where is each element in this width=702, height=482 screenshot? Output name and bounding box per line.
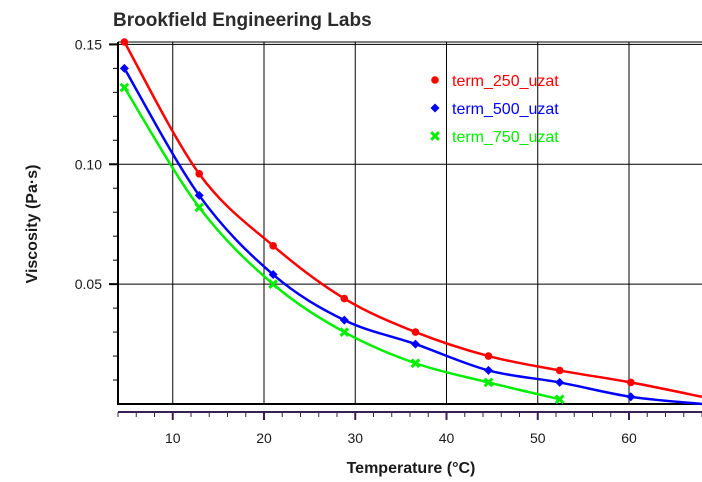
legend-label: term_250_uzat: [452, 73, 559, 90]
data-point: [120, 38, 129, 46]
data-point: [119, 63, 129, 73]
x-axis-label: Temperature (°C): [347, 460, 476, 477]
x-axis: 10 20 30 40 50 60: [117, 412, 702, 446]
grid: [118, 42, 702, 404]
legend-marker: [430, 103, 440, 113]
y-tick-label: 0.05: [75, 276, 102, 292]
data-point: [194, 202, 205, 213]
y-tick-label: 0.15: [75, 36, 102, 52]
data-point: [268, 270, 278, 280]
data-point: [268, 279, 278, 289]
data-point: [340, 294, 349, 303]
series-term_250_uzat: [120, 38, 702, 399]
legend-marker: [430, 131, 440, 141]
data-point: [410, 339, 420, 349]
x-tick-label: 10: [165, 430, 181, 446]
y-axis: 0.05 0.10 0.15: [75, 36, 118, 381]
data-point: [119, 82, 130, 93]
data-point: [339, 327, 350, 337]
legend-label: term_500_uzat: [452, 101, 559, 118]
series-term_750_uzat: [119, 82, 565, 405]
data-point: [483, 365, 493, 375]
data-point: [554, 394, 565, 405]
data-point: [484, 352, 493, 360]
x-tick-label: 20: [256, 430, 272, 446]
data-point: [627, 378, 635, 387]
data-point: [411, 328, 420, 336]
y-tick-label: 0.10: [75, 156, 102, 172]
series-term_500_uzat: [119, 63, 702, 406]
data-point: [339, 315, 349, 325]
legend-marker: [431, 76, 439, 84]
x-tick-label: 40: [439, 430, 455, 446]
x-tick-label: 30: [347, 430, 363, 446]
x-tick-label: 50: [530, 430, 546, 446]
chart-title: Brookfield Engineering Labs: [113, 10, 372, 31]
data-point: [555, 366, 564, 375]
legend-label: term_750_uzat: [452, 129, 559, 146]
series-layer: [119, 38, 702, 406]
data-point: [483, 377, 494, 388]
y-axis-label: Viscosity (Pa·s): [24, 165, 41, 284]
plot-area: [117, 41, 702, 413]
data-point: [194, 190, 204, 200]
x-tick-label: 60: [621, 430, 637, 446]
data-point: [269, 241, 277, 250]
series-line: [123, 67, 702, 406]
data-point: [555, 377, 565, 387]
data-point: [626, 392, 636, 402]
data-point: [410, 358, 421, 369]
data-point: [195, 170, 204, 178]
legend: term_250_uzat term_500_uzat term_750_uzat: [430, 73, 559, 146]
